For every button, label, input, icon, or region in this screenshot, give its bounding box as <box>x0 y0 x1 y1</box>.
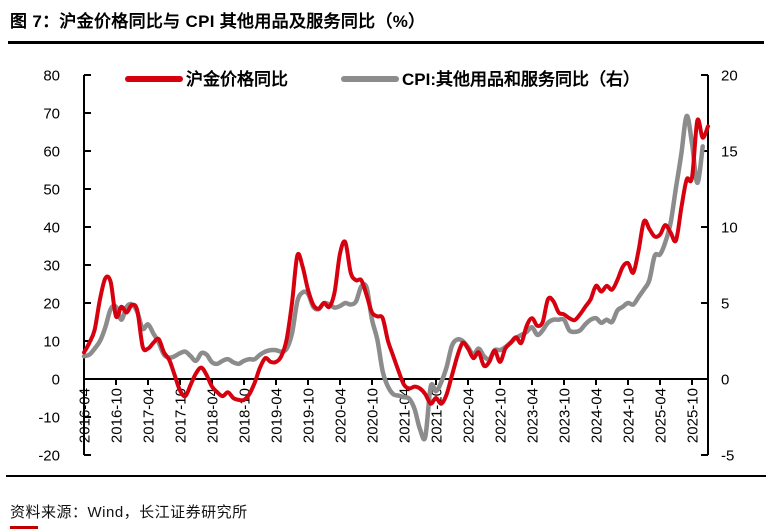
figure-title: 图 7：沪金价格同比与 CPI 其他用品及服务同比（%） <box>10 12 426 31</box>
x-tick-label: 2024-04 <box>589 388 606 443</box>
x-axis-labels: 2016-042016-102017-042017-102018-042018-… <box>77 379 702 443</box>
x-tick-label: 2016-10 <box>109 388 126 443</box>
right-tick-label: 15 <box>721 144 738 161</box>
left-tick-label: -10 <box>38 410 60 427</box>
x-tick-label: 2023-10 <box>557 388 574 443</box>
right-tick-label: -5 <box>721 448 734 465</box>
x-tick-label: 2018-10 <box>237 388 254 443</box>
left-tick-label: 40 <box>43 220 60 237</box>
right-tick-label: 10 <box>721 220 738 237</box>
cropped-red-artifact <box>10 526 38 529</box>
right-tick-label: 20 <box>721 68 738 85</box>
axis-lines <box>83 75 709 455</box>
left-tick-label: 10 <box>43 334 60 351</box>
bottom-rule <box>6 475 766 477</box>
left-tick-label: 30 <box>43 258 60 275</box>
left-tick-label: 0 <box>52 372 60 389</box>
x-tick-label: 2020-04 <box>333 388 350 443</box>
series-line-cpi <box>81 113 705 442</box>
legend: 沪金价格同比 CPI:其他用品和服务同比（右） <box>125 69 640 89</box>
left-tick-label: 80 <box>43 68 60 85</box>
x-tick-label: 2019-04 <box>269 388 286 443</box>
legend-gold-label: 沪金价格同比 <box>186 69 288 89</box>
x-tick-label: 2024-10 <box>621 388 638 443</box>
x-tick-label: 2022-04 <box>461 388 478 443</box>
x-tick-label: 2017-04 <box>141 388 158 443</box>
x-tick-label: 2020-10 <box>365 388 382 443</box>
right-axis-labels: 20 15 10 5 0 -5 <box>701 68 738 465</box>
title-rule <box>8 41 764 44</box>
x-tick-label: 2023-04 <box>525 388 542 443</box>
left-tick-label: -20 <box>38 448 60 465</box>
series-line-gold <box>82 117 710 406</box>
left-tick-label: 70 <box>43 106 60 123</box>
source-note: 资料来源：Wind，长江证券研究所 <box>10 504 248 521</box>
x-tick-label: 2025-10 <box>685 388 702 443</box>
right-tick-label: 0 <box>721 372 729 389</box>
x-tick-label: 2018-04 <box>205 388 222 443</box>
right-tick-label: 5 <box>721 296 729 313</box>
left-tick-label: 50 <box>43 182 60 199</box>
x-tick-label: 2025-04 <box>653 388 670 443</box>
left-tick-label: 20 <box>43 296 60 313</box>
left-axis-labels: 80 70 60 50 40 30 20 10 0 -10 -20 <box>38 68 91 465</box>
legend-cpi-label: CPI:其他用品和服务同比（右） <box>402 69 640 89</box>
x-tick-label: 2019-10 <box>301 388 318 443</box>
x-tick-label: 2017-10 <box>173 388 190 443</box>
x-tick-label: 2022-10 <box>493 388 510 443</box>
left-tick-label: 60 <box>43 144 60 161</box>
